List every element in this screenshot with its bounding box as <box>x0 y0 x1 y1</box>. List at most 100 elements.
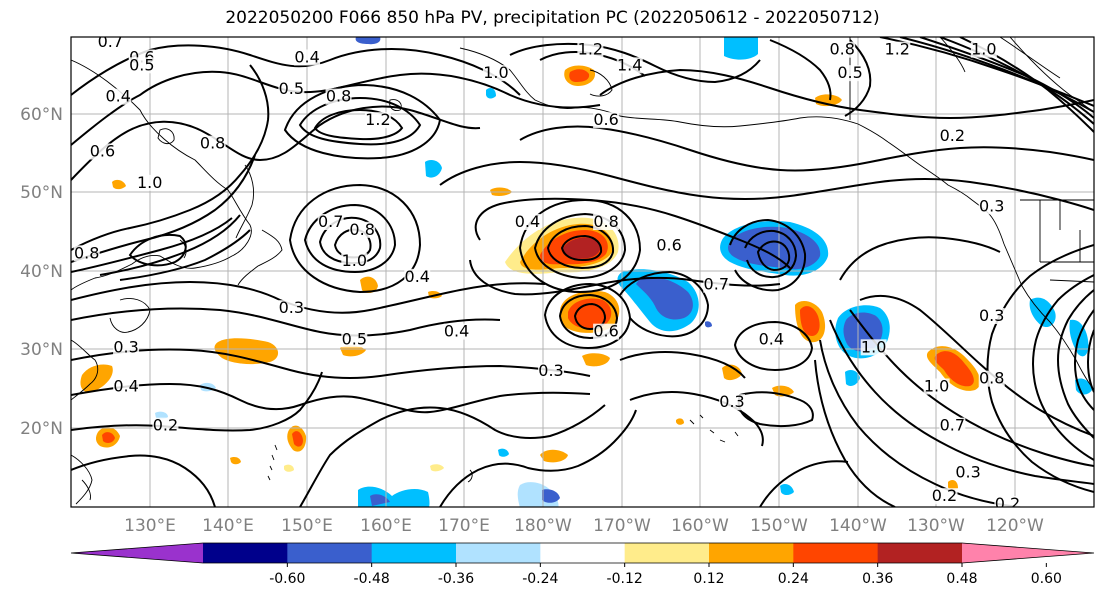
map-plot-area: 0.7 0.6 0.5 0.4 0.6 1.0 0.8 0.5 0.8 0.4 1.2 1.0 1.2 1… <box>71 32 1094 513</box>
contour-label-bg <box>703 276 730 293</box>
contour-label: 1.0 <box>483 63 508 82</box>
contour-label: 0.8 <box>200 134 225 153</box>
contour-label-bg <box>325 88 352 105</box>
contour-label: 0.6 <box>593 110 618 129</box>
contour-label-bg <box>955 464 982 481</box>
contour-label: 1.0 <box>342 251 367 270</box>
colorbar-tick-label: -0.48 <box>354 571 390 587</box>
lat-label: 20°N <box>20 419 63 439</box>
contour-label: 0.7 <box>98 32 123 51</box>
lon-label: 180°W <box>514 516 572 536</box>
contour-label: 0.4 <box>515 212 540 231</box>
colorbar-tick-label: -0.12 <box>607 571 643 587</box>
lon-label: 140°W <box>829 516 887 536</box>
lon-label: 150°E <box>281 516 333 536</box>
contour-label: 0.6 <box>656 236 681 255</box>
colorbar-segment <box>624 543 710 563</box>
colorbar-segment <box>793 543 879 563</box>
latitude-labels: 60°N 50°N 40°N 30°N 20°N <box>20 105 63 439</box>
contour-label: 0.3 <box>979 196 1004 215</box>
map-frame <box>70 36 1095 508</box>
pv-contours <box>71 37 1094 507</box>
contour-label: 0.3 <box>538 361 563 380</box>
contour-label: 0.2 <box>940 126 965 145</box>
contour-label-bg <box>152 417 179 434</box>
contour-label: 0.2 <box>153 416 178 435</box>
lat-label: 30°N <box>20 340 63 360</box>
longitude-labels: 130°E 140°E 150°E 160°E 170°E 180°W 170°… <box>124 516 1044 536</box>
contour-label-bg <box>593 112 620 129</box>
contour-label: 0.8 <box>829 40 854 59</box>
contour-label-bg <box>939 127 966 144</box>
contour-label: 0.8 <box>979 369 1004 388</box>
lon-label: 170°W <box>593 516 651 536</box>
contour-label: 0.2 <box>995 494 1020 513</box>
colorbar-tick-label: 0.24 <box>778 571 809 587</box>
contour-label-bg <box>656 237 683 254</box>
contour-label-bg <box>884 41 911 58</box>
contour-label: 1.0 <box>137 173 162 192</box>
contour-label-bg <box>931 488 958 505</box>
colorbar-tick-label: 0.60 <box>1031 571 1062 587</box>
contour-label: 0.8 <box>326 87 351 106</box>
contour-label: 0.3 <box>279 298 304 317</box>
contour-label-bg <box>349 221 376 238</box>
contour-label-bg <box>593 214 620 230</box>
colorbar-tick-label: 0.48 <box>946 571 977 587</box>
contour-label: 0.8 <box>593 212 618 231</box>
contour-label-bg <box>97 37 124 50</box>
contour-label-bg <box>616 57 643 74</box>
map-title: 2022050200 F066 850 hPa PV, precipitatio… <box>225 8 880 28</box>
contour-label-bg <box>136 174 163 191</box>
contour-label-bg <box>860 339 887 356</box>
lat-label: 40°N <box>20 262 63 282</box>
contour-label-bg <box>341 331 368 348</box>
contour-label: 0.5 <box>279 79 304 98</box>
contour-label-bg <box>443 323 470 340</box>
contour-label-bg <box>278 80 305 97</box>
contour-label: 0.4 <box>759 330 784 349</box>
colorbar-outline <box>70 542 1095 564</box>
colorbar-segment <box>456 543 541 563</box>
contour-label-bg <box>364 112 391 129</box>
contour-label: 0.5 <box>342 330 367 349</box>
contour-label-bg <box>593 323 620 340</box>
contour-label-bg <box>113 378 140 395</box>
contour-label: 0.4 <box>444 322 469 341</box>
colorbar-segment <box>540 543 626 563</box>
contour-label-bg <box>317 214 344 230</box>
contour-label-bg <box>341 253 368 270</box>
contour-label-bg <box>577 41 604 58</box>
contour-label-bg <box>128 57 155 74</box>
contour-label-bg <box>719 394 746 411</box>
contour-labels: 0.7 0.6 0.5 0.4 0.6 1.0 0.8 0.5 0.8 0.4 1.2 1.0 1.2 1… <box>73 32 1021 513</box>
contour-label-bg <box>482 65 509 82</box>
contour-label-bg <box>73 245 100 262</box>
contour-label: 0.3 <box>955 463 980 482</box>
colorbar-tick-label: -0.60 <box>269 571 305 587</box>
colorbar-segment <box>371 543 457 563</box>
contour-label: 1.4 <box>617 55 642 74</box>
contour-label: 0.7 <box>704 275 729 294</box>
contour-label-bg <box>829 41 856 58</box>
contour-label: 0.7 <box>940 416 965 435</box>
precip-shading <box>80 37 1092 507</box>
contour-label-bg <box>978 308 1005 324</box>
contour-label: 0.3 <box>979 306 1004 325</box>
colorbar-tick-label: 0.12 <box>693 571 724 587</box>
contour-label: 1.0 <box>924 377 949 396</box>
contour-label-bg <box>837 65 864 82</box>
contour-label-bg <box>994 496 1021 507</box>
contour-label-bg <box>978 198 1005 215</box>
contour-label: 0.3 <box>113 337 138 356</box>
lon-label: 160°E <box>360 516 412 536</box>
contour-label-bg <box>199 135 226 152</box>
colorbar-segment <box>709 543 794 563</box>
contour-label-bg <box>89 143 116 160</box>
contour-label: 0.2 <box>932 486 957 505</box>
contour-label: 1.0 <box>861 337 886 356</box>
contour-label: 0.7 <box>318 212 343 231</box>
contour-label: 0.5 <box>129 55 154 74</box>
colorbar-segment <box>877 543 963 563</box>
